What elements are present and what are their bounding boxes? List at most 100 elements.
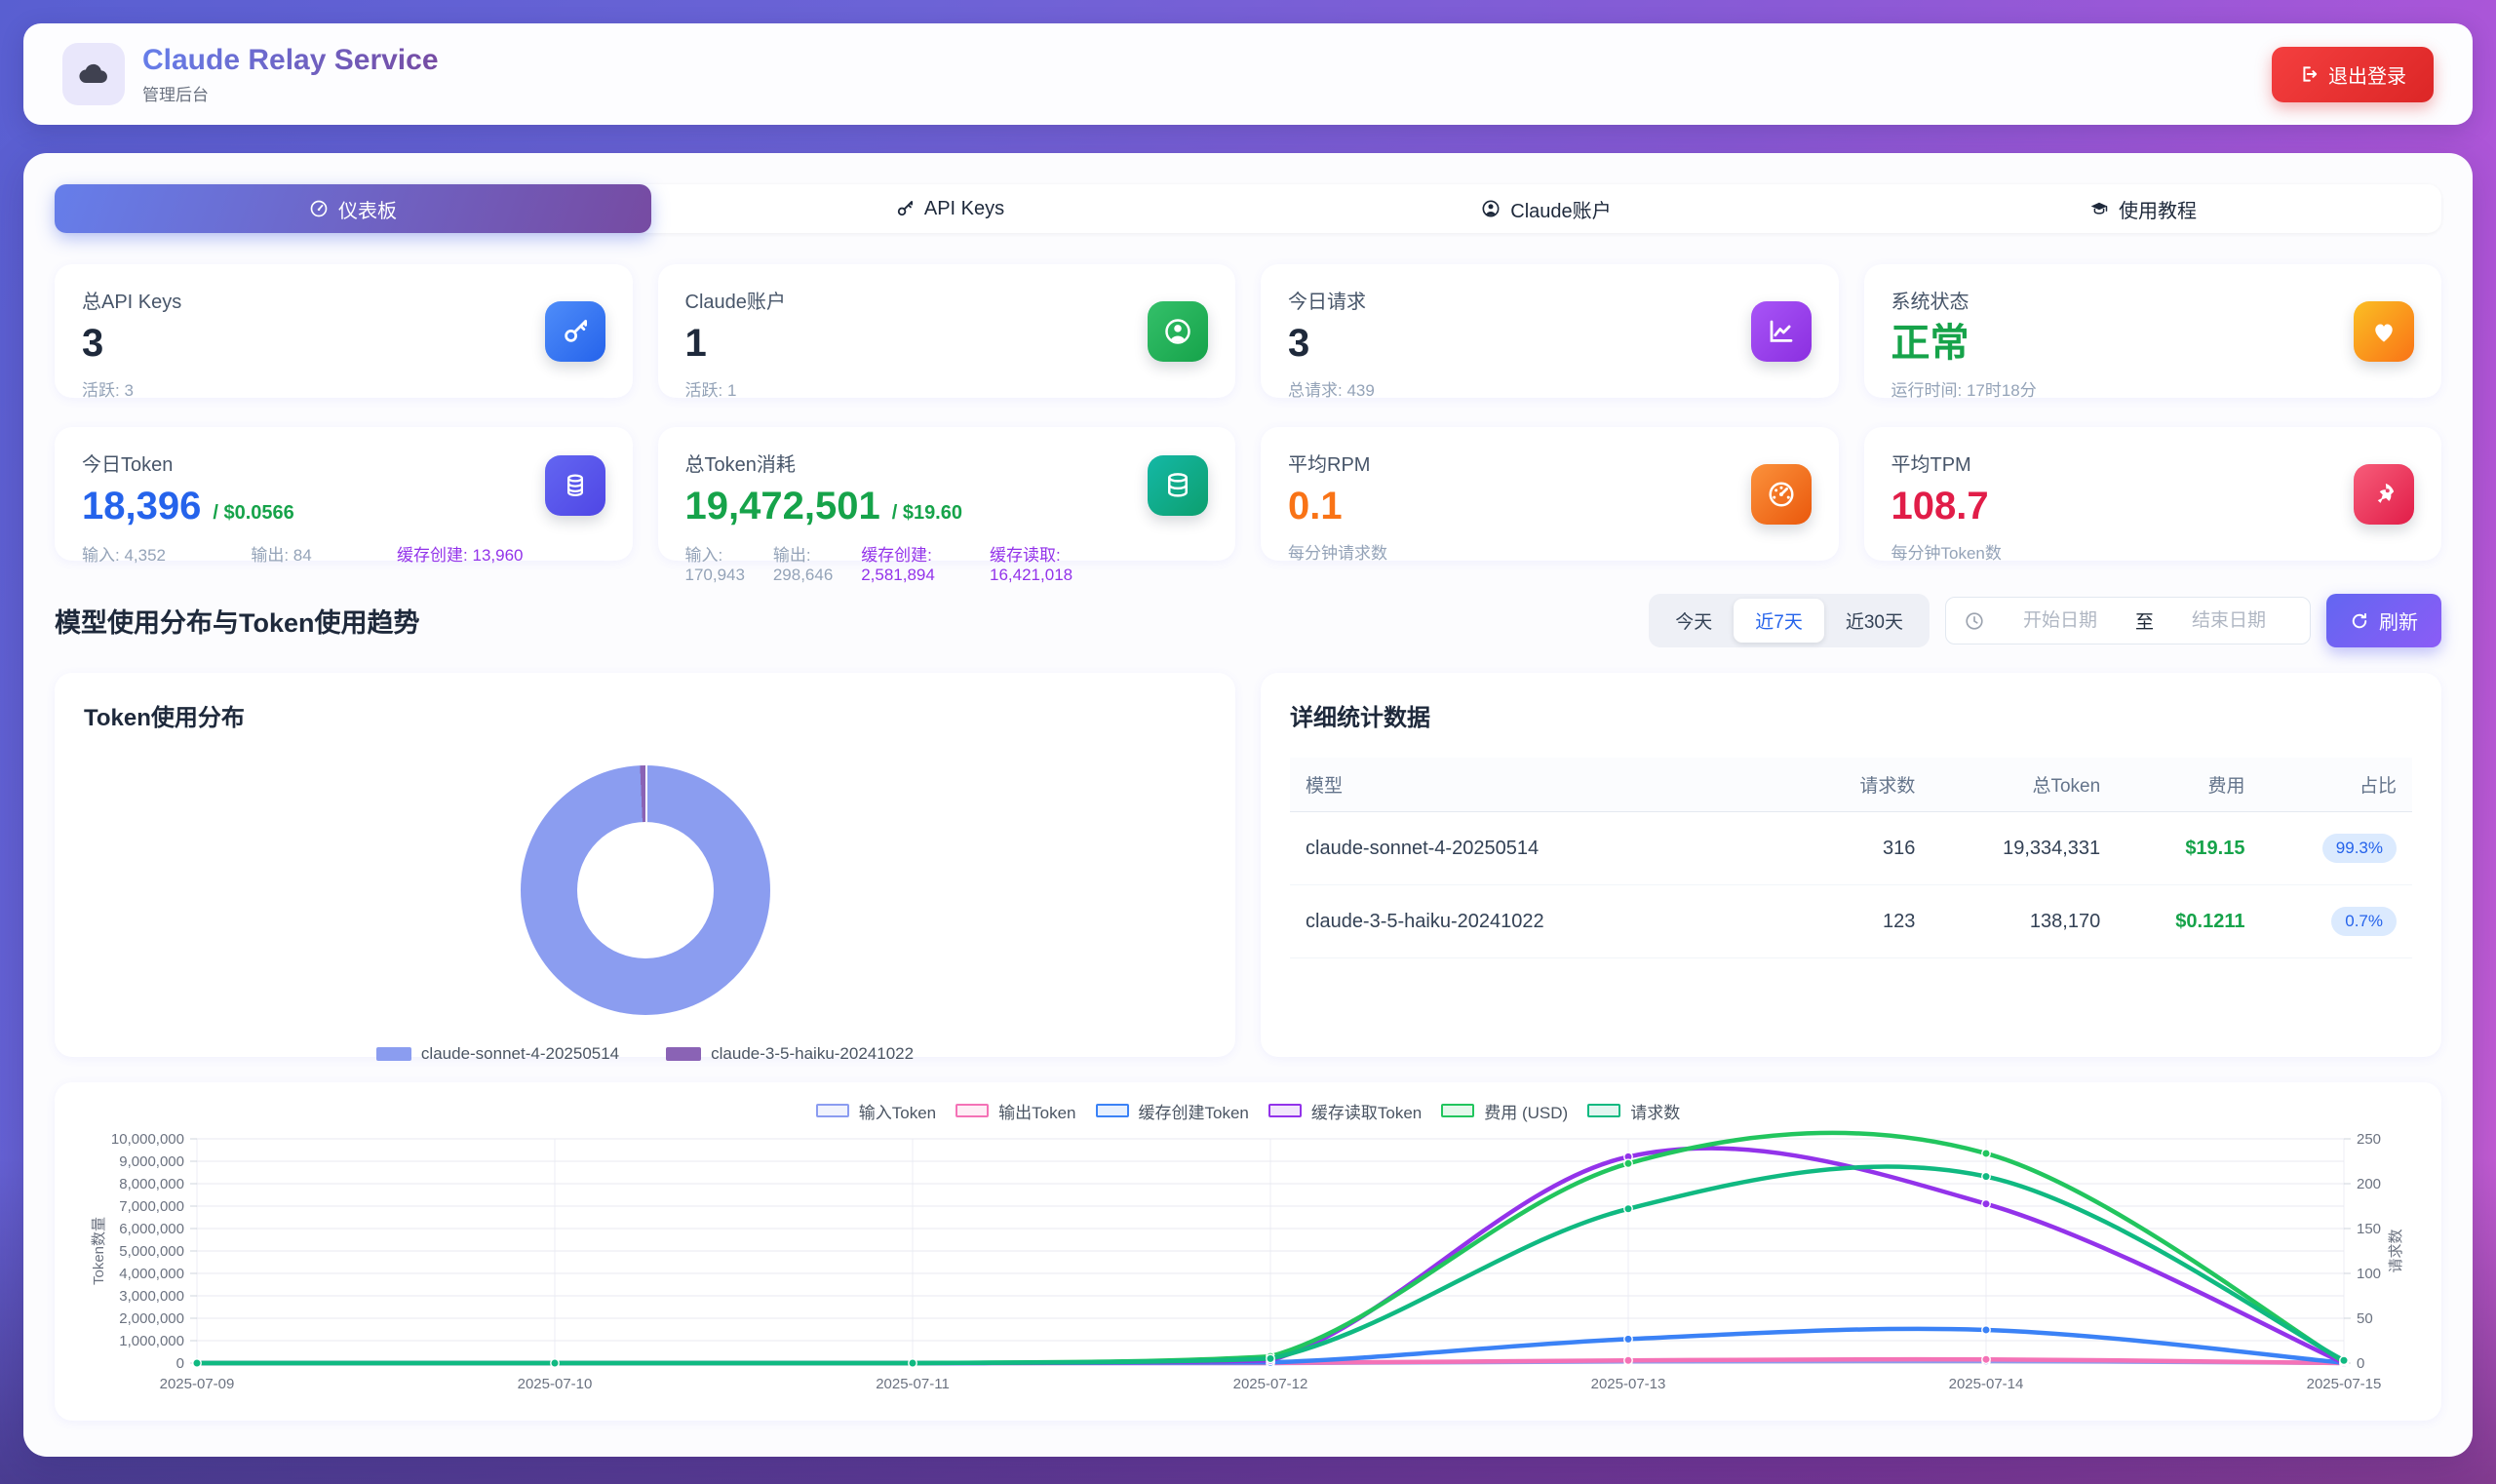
stat-card-today-token: 今日Token 18,396 / $0.0566 输入: 4,352 输出: 8… — [55, 427, 633, 565]
stat-value: 0.1 — [1288, 485, 1343, 527]
cell-tokens: 19,334,331 — [1930, 811, 2117, 885]
stat-sub: 每分钟请求数 — [1288, 544, 1387, 563]
model-stats-table: 模型 请求数 总Token 费用 占比 claude-sonnet-4-20250514… — [1290, 758, 2412, 958]
database-icon — [1148, 455, 1208, 517]
legend-swatch — [1441, 1104, 1475, 1117]
range-today-button[interactable]: 今天 — [1654, 599, 1734, 643]
legend-label: 输入Token — [858, 1103, 937, 1122]
refresh-label: 刷新 — [2379, 612, 2418, 634]
app-title: Claude Relay Service — [142, 43, 439, 76]
legend-label: 缓存读取Token — [1310, 1103, 1423, 1122]
tab-label: 使用教程 — [2119, 200, 2197, 222]
svg-text:0: 0 — [176, 1355, 184, 1372]
svg-text:200: 200 — [2357, 1176, 2381, 1192]
logout-label: 退出登录 — [2328, 65, 2406, 88]
svg-text:请求数: 请求数 — [2388, 1229, 2404, 1272]
range-7days-button[interactable]: 近7天 — [1734, 599, 1824, 643]
svg-text:100: 100 — [2357, 1266, 2381, 1282]
svg-text:250: 250 — [2357, 1131, 2381, 1148]
range-segmented-control: 今天 近7天 近30天 — [1649, 594, 1930, 647]
stat-value: 正常 — [1891, 322, 1970, 365]
stat-label: 今日请求 — [1288, 292, 1366, 313]
cell-percentage: 0.7% — [2260, 884, 2412, 958]
svg-text:1,000,000: 1,000,000 — [119, 1333, 184, 1349]
logout-button[interactable]: 退出登录 — [2272, 46, 2434, 102]
svg-text:Token数量: Token数量 — [91, 1217, 107, 1285]
clock-icon — [1966, 611, 1983, 630]
legend-label: claude-3-5-haiku-20241022 — [711, 1044, 915, 1063]
table-column-header: 请求数 — [1806, 758, 1931, 812]
brand: Claude Relay Service 管理后台 — [62, 43, 439, 105]
svg-text:9,000,000: 9,000,000 — [119, 1153, 184, 1170]
rocket-icon — [2354, 463, 2414, 525]
main-panel: 仪表板 API Keys Claude账户 使用教程 总API Keys 3 活… — [23, 153, 2473, 1457]
table-column-header: 总Token — [1930, 758, 2117, 812]
stat-sub: 输出: 298,646 — [772, 546, 834, 584]
table-column-header: 模型 — [1290, 758, 1807, 812]
trend-legend-item[interactable]: 输出Token — [956, 1099, 1076, 1123]
svg-text:6,000,000: 6,000,000 — [119, 1221, 184, 1237]
donut-chart-title: Token使用分布 — [84, 705, 245, 731]
tab-claude-accounts[interactable]: Claude账户 — [1248, 184, 1845, 233]
token-trend-line-chart: 0 1,000,000 2,000,000 3,000,000 4,000,000 5,0… — [80, 1125, 2416, 1423]
stat-label: 平均TPM — [1891, 454, 1971, 476]
donut-legend-item[interactable]: claude-3-5-haiku-20241022 — [666, 1044, 914, 1064]
trend-legend-item[interactable]: 输入Token — [815, 1099, 937, 1123]
range-30days-button[interactable]: 近30天 — [1824, 599, 1925, 643]
heartbeat-icon — [2354, 300, 2414, 362]
user-circle-icon — [1148, 300, 1208, 362]
section-title: 模型使用分布与Token使用趋势 — [55, 608, 420, 638]
tab-label: Claude账户 — [1510, 200, 1612, 222]
stat-value: 3 — [82, 322, 104, 365]
trend-legend-item[interactable]: 费用 (USD) — [1441, 1099, 1568, 1123]
svg-text:50: 50 — [2357, 1310, 2373, 1327]
table-row: claude-3-5-haiku-20241022 123 138,170 $0… — [1290, 884, 2412, 958]
legend-swatch — [375, 1047, 411, 1061]
app-subtitle: 管理后台 — [142, 85, 209, 104]
stat-card-today-requests: 今日请求 3 总请求: 439 — [1261, 264, 1839, 400]
tab-tutorial[interactable]: 使用教程 — [1845, 184, 2441, 233]
cell-cost: $0.1211 — [2116, 884, 2261, 958]
cell-model: claude-sonnet-4-20250514 — [1290, 811, 1807, 885]
svg-text:2025-07-13: 2025-07-13 — [1591, 1376, 1666, 1392]
date-range-picker[interactable]: 至 — [1944, 597, 2311, 644]
cell-cost: $19.15 — [2116, 811, 2261, 885]
stat-sub: 活跃: 1 — [684, 381, 737, 400]
trend-legend-item[interactable]: 请求数 — [1587, 1099, 1680, 1123]
stat-value: 1 — [684, 322, 707, 365]
trend-legend-item[interactable]: 缓存创建Token — [1095, 1099, 1249, 1123]
tab-dashboard[interactable]: 仪表板 — [55, 184, 651, 233]
stat-label: 平均RPM — [1288, 454, 1371, 476]
svg-text:2025-07-11: 2025-07-11 — [876, 1376, 950, 1392]
legend-label: 缓存创建Token — [1138, 1103, 1249, 1122]
tab-api-keys[interactable]: API Keys — [651, 184, 1248, 233]
dashboard-icon — [310, 200, 328, 217]
stat-card-avg-tpm: 平均TPM 108.7 每分钟Token数 — [1863, 427, 2441, 563]
legend-swatch — [815, 1104, 849, 1117]
stat-card-claude-accounts: Claude账户 1 活跃: 1 — [657, 264, 1235, 400]
trend-legend-item[interactable]: 缓存读取Token — [1268, 1099, 1422, 1123]
detail-stats-panel: 详细统计数据 模型 请求数 总Token 费用 占比 claude-sonnet-4-2… — [1261, 673, 2441, 1057]
stat-card-system-status: 系统状态 正常 运行时间: 17时18分 — [1863, 264, 2441, 400]
legend-swatch — [1587, 1104, 1621, 1117]
start-date-input[interactable] — [1996, 609, 2124, 632]
stat-card-api-keys: 总API Keys 3 活跃: 3 — [55, 264, 633, 400]
end-date-input[interactable] — [2165, 609, 2292, 632]
cell-tokens: 138,170 — [1930, 884, 2117, 958]
stat-sub: 每分钟Token数 — [1891, 544, 2002, 563]
refresh-icon — [2352, 612, 2367, 628]
token-distribution-donut-chart — [520, 765, 770, 1015]
svg-text:3,000,000: 3,000,000 — [119, 1288, 184, 1305]
table-title: 详细统计数据 — [1290, 705, 1430, 731]
chart-line-icon — [1750, 300, 1812, 362]
stat-sub: 缓存创建: 2,581,894 — [861, 546, 935, 584]
tab-label: 仪表板 — [338, 200, 397, 222]
svg-text:2025-07-12: 2025-07-12 — [1233, 1376, 1308, 1392]
table-header: 模型 请求数 总Token 费用 占比 — [1290, 758, 2412, 812]
stat-cost: / $19.60 — [891, 502, 962, 524]
donut-legend-item[interactable]: claude-sonnet-4-20250514 — [375, 1044, 619, 1064]
stat-label: 今日Token — [82, 454, 174, 476]
refresh-button[interactable]: 刷新 — [2326, 594, 2441, 647]
stat-sub: 缓存读取: 16,421,018 — [990, 546, 1073, 584]
cloud-icon — [79, 63, 107, 84]
